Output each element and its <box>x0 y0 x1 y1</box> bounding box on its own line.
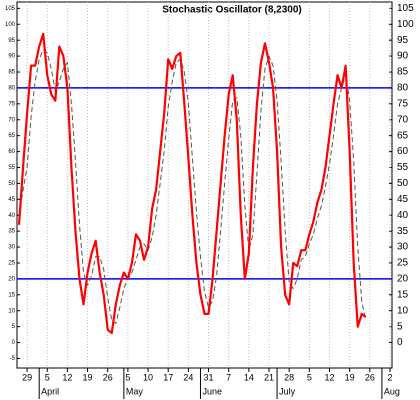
y-tick-label: 70 <box>8 117 15 123</box>
y2-tick-label: 105 <box>397 3 414 14</box>
y2-tick-label: 60 <box>397 146 409 157</box>
x-tick-label: 26 <box>103 372 113 382</box>
y2-tick-label: 80 <box>397 83 409 94</box>
y2-tick-label: 40 <box>397 210 409 221</box>
x-tick-label: 5 <box>307 372 312 382</box>
y-tick-label: 35 <box>8 229 15 235</box>
y-tick-label: 105 <box>5 6 16 12</box>
y-tick-label: 55 <box>8 165 15 171</box>
y2-tick-label: 95 <box>397 35 409 46</box>
y-tick-label: 5 <box>12 324 16 330</box>
x-tick-label: 12 <box>62 372 72 382</box>
series-line <box>18 49 367 324</box>
y2-tick-label: 15 <box>397 289 409 300</box>
y2-tick-label: 70 <box>397 114 409 125</box>
y-tick-label: -5 <box>10 356 16 362</box>
month-label: July <box>279 386 296 396</box>
y-tick-label: 85 <box>8 70 15 76</box>
y2-tick-label: 45 <box>397 194 409 205</box>
x-tick-label: 19 <box>83 372 93 382</box>
month-label: June <box>202 386 222 396</box>
y-tick-label: 0 <box>12 340 16 346</box>
y2-tick-label: 25 <box>397 258 409 269</box>
x-tick-label: 24 <box>183 372 193 382</box>
x-tick-label: 14 <box>244 372 254 382</box>
y-tick-label: 100 <box>5 22 16 28</box>
x-tick-label: 29 <box>22 372 32 382</box>
y-tick-label: 65 <box>8 133 15 139</box>
y2-tick-label: 50 <box>397 178 409 189</box>
y-tick-label: 40 <box>8 213 15 219</box>
y-tick-label: 80 <box>8 86 15 92</box>
x-tick-label: 10 <box>143 372 153 382</box>
month-label: April <box>41 386 59 396</box>
y-tick-label: 45 <box>8 197 15 203</box>
y2-tick-label: 100 <box>397 19 414 30</box>
y2-tick-label: 20 <box>397 274 409 285</box>
x-tick-label: 31 <box>204 372 214 382</box>
x-tick-label: 7 <box>226 372 231 382</box>
y-tick-label: 10 <box>8 308 15 314</box>
y-tick-label: 50 <box>8 181 15 187</box>
y-tick-label: 25 <box>8 261 15 267</box>
y-tick-label: 95 <box>8 38 15 44</box>
y-tick-label: 30 <box>8 245 15 251</box>
chart-title: Stochastic Oscillator (8,2300) <box>162 5 302 16</box>
y2-tick-label: 85 <box>397 67 409 78</box>
y-tick-label: 75 <box>8 101 15 107</box>
month-label: May <box>126 386 144 396</box>
x-tick-label: 17 <box>163 372 173 382</box>
y2-tick-label: 35 <box>397 226 409 237</box>
y-tick-label: 15 <box>8 292 15 298</box>
x-tick-label: 12 <box>324 372 334 382</box>
x-tick-label: 5 <box>45 372 50 382</box>
y-tick-label: 60 <box>8 149 15 155</box>
x-tick-label: 19 <box>345 372 355 382</box>
y2-tick-label: 30 <box>397 242 409 253</box>
y-tick-label: 20 <box>8 276 15 282</box>
y-tick-label: 90 <box>8 54 15 60</box>
y2-tick-label: 65 <box>397 130 409 141</box>
y2-tick-label: 5 <box>397 321 403 332</box>
y2-tick-label: 10 <box>397 305 409 316</box>
x-tick-label: 5 <box>125 372 130 382</box>
y2-tick-label: 55 <box>397 162 409 173</box>
x-tick-label: 21 <box>264 372 274 382</box>
y2-tick-label: 75 <box>397 98 409 109</box>
y2-tick-label: 90 <box>397 51 409 62</box>
x-tick-label: 28 <box>284 372 294 382</box>
x-tick-label: 2 <box>387 372 392 382</box>
x-tick-label: 26 <box>365 372 375 382</box>
y2-tick-label: 0 <box>397 337 403 348</box>
month-label: Aug <box>384 386 400 396</box>
series-line <box>17 32 367 335</box>
